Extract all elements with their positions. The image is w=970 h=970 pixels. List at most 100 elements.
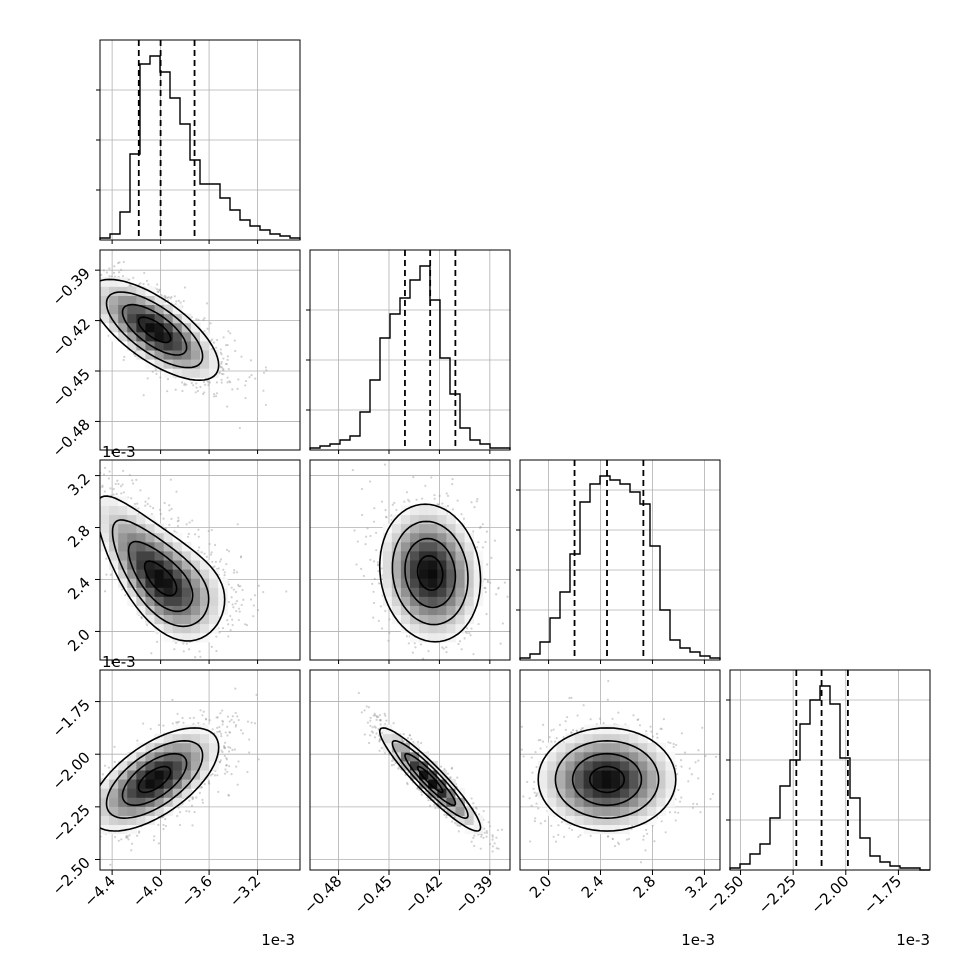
scatter-point xyxy=(154,368,157,371)
density-cell xyxy=(172,532,183,543)
scatter-point xyxy=(105,271,108,274)
density-cell xyxy=(118,569,128,579)
scatter-point xyxy=(200,551,203,554)
density-cell xyxy=(118,578,128,588)
scatter-point xyxy=(244,379,248,383)
scatter-point xyxy=(107,477,111,480)
scatter-point xyxy=(86,508,88,510)
scatter-point xyxy=(224,731,227,734)
density-cell xyxy=(127,532,137,543)
density-cell xyxy=(172,331,183,342)
scatter-point xyxy=(118,271,121,274)
density-cell xyxy=(163,632,174,643)
scatter-point xyxy=(249,598,253,601)
density-cell xyxy=(163,331,174,342)
density-cell xyxy=(209,359,219,369)
scatter-point xyxy=(445,492,448,495)
density-cell xyxy=(200,331,210,342)
density-cell xyxy=(446,514,456,525)
density-cell xyxy=(419,532,429,543)
scatter-point xyxy=(109,573,112,576)
scatter-point xyxy=(364,543,367,546)
density-cell xyxy=(181,350,192,360)
density-cell xyxy=(200,614,210,625)
panel-frame xyxy=(729,669,931,871)
scatter-point xyxy=(254,377,257,380)
scatter-point xyxy=(477,541,480,544)
scatter-point xyxy=(372,601,376,605)
density-cell xyxy=(419,560,429,570)
density-cell xyxy=(100,304,110,315)
density-cell xyxy=(109,514,119,525)
scatter-point xyxy=(113,265,116,268)
density-cell xyxy=(190,368,201,378)
scatter-point xyxy=(151,370,154,373)
scatter-point xyxy=(173,295,176,298)
scatter-point xyxy=(407,498,410,501)
density-cell xyxy=(163,596,174,606)
scatter-point xyxy=(96,519,98,521)
density-cell xyxy=(200,368,210,378)
scatter-point xyxy=(481,546,484,549)
density-cell xyxy=(109,322,119,333)
scatter-point xyxy=(120,838,123,841)
density-cell xyxy=(100,532,110,543)
scatter-point xyxy=(236,783,239,786)
hist-panel-1 xyxy=(306,249,511,451)
scatter-point xyxy=(132,276,135,279)
scatter-point xyxy=(91,475,93,477)
scatter-point xyxy=(140,617,144,620)
scatter-point xyxy=(197,318,200,321)
density-cell xyxy=(428,569,438,579)
scatter-point xyxy=(405,635,408,638)
scatter-point xyxy=(433,497,436,500)
scatter-point xyxy=(227,623,230,626)
density-cell xyxy=(410,587,420,597)
density-cell xyxy=(410,505,420,516)
density-cell xyxy=(109,560,119,570)
scatter-point xyxy=(222,367,225,371)
scatter-point xyxy=(231,603,234,606)
density-cell xyxy=(136,286,146,296)
scatter-point xyxy=(441,646,444,649)
scatter-point xyxy=(89,290,91,292)
density-cell xyxy=(400,605,411,616)
density-cell xyxy=(382,532,393,543)
density-cell xyxy=(181,331,192,342)
scatter-point xyxy=(97,297,99,299)
scatter-point xyxy=(147,283,150,286)
scatter-point xyxy=(123,355,126,358)
scatter-point xyxy=(365,535,368,538)
panel-content xyxy=(86,460,300,660)
density-cell xyxy=(428,614,438,625)
scatter-point xyxy=(133,502,137,506)
scatter-point xyxy=(248,376,251,379)
scatter-point xyxy=(470,501,473,504)
scatter-point xyxy=(215,649,218,653)
density-cell xyxy=(428,532,438,543)
density-cell xyxy=(190,331,201,342)
scatter-point xyxy=(93,288,95,290)
scatter-point xyxy=(484,540,487,544)
density-cell xyxy=(181,614,192,625)
scatter-point xyxy=(121,483,124,486)
density-cell xyxy=(181,632,192,643)
scatter-point xyxy=(497,586,500,589)
scatter-point xyxy=(127,838,130,841)
density-cell xyxy=(154,359,165,369)
scatter-point xyxy=(166,390,169,393)
density-cell xyxy=(136,331,146,342)
scatter-point xyxy=(252,604,255,607)
density-cell xyxy=(410,514,420,525)
scatter-point xyxy=(140,616,143,619)
scatter-point xyxy=(108,275,111,278)
density-cell xyxy=(145,587,156,597)
scatter-point xyxy=(222,568,225,571)
density-cell xyxy=(181,359,192,369)
scatter-point xyxy=(128,278,131,281)
scatter-point xyxy=(162,517,165,520)
scatter-point xyxy=(202,392,205,396)
scatter-point xyxy=(391,503,394,506)
density-cell xyxy=(154,605,165,616)
density-cell xyxy=(127,505,137,516)
